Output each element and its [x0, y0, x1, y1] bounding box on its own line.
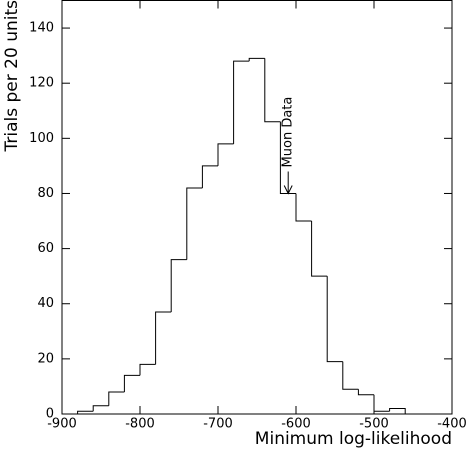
y-tick-label: 20 [37, 351, 54, 366]
x-tick-label: -900 [47, 417, 77, 432]
annotation-arrow [283, 171, 293, 195]
histogram-bar [264, 58, 281, 123]
histogram-bar [108, 391, 125, 406]
y-tick-label: 80 [37, 186, 54, 201]
histogram-bar [77, 410, 94, 414]
histogram-bar [170, 259, 187, 313]
histogram-bar [248, 57, 265, 62]
y-tick-label: 60 [37, 241, 54, 256]
histogram-bar [139, 363, 156, 376]
y-tick-label: 100 [29, 131, 54, 146]
histogram-bar [373, 394, 390, 412]
histogram-bar [279, 121, 296, 194]
histogram-bar [357, 389, 374, 396]
y-tick-label: 0 [46, 407, 54, 422]
histogram-bar [326, 276, 343, 363]
annotation: Muon Data [281, 97, 296, 168]
histogram-bar [201, 165, 218, 188]
x-tick-label: -800 [125, 417, 155, 432]
histogram-bar [311, 221, 328, 277]
y-tick-label: 40 [37, 296, 54, 311]
histogram-bar [155, 311, 172, 365]
y-tick-label: 140 [29, 21, 54, 36]
x-tick-label: -500 [359, 417, 389, 432]
plot-frame [61, 0, 453, 415]
x-tick-label: -600 [281, 417, 311, 432]
histogram-bar [233, 60, 250, 144]
histogram-bar [123, 374, 140, 392]
histogram-bar [389, 407, 406, 414]
histogram-bar [342, 361, 359, 390]
histogram-bar [186, 187, 203, 260]
histogram-bar [92, 405, 109, 412]
x-tick-label: -700 [203, 417, 233, 432]
y-axis-label: Trials per 20 units [2, 0, 22, 152]
y-tick-label: 120 [29, 76, 54, 91]
histogram-bar [295, 193, 312, 222]
histogram-bar [217, 143, 234, 166]
x-axis-label: Minimum log-likelihood [255, 429, 452, 449]
x-tick-label: -400 [437, 417, 467, 432]
